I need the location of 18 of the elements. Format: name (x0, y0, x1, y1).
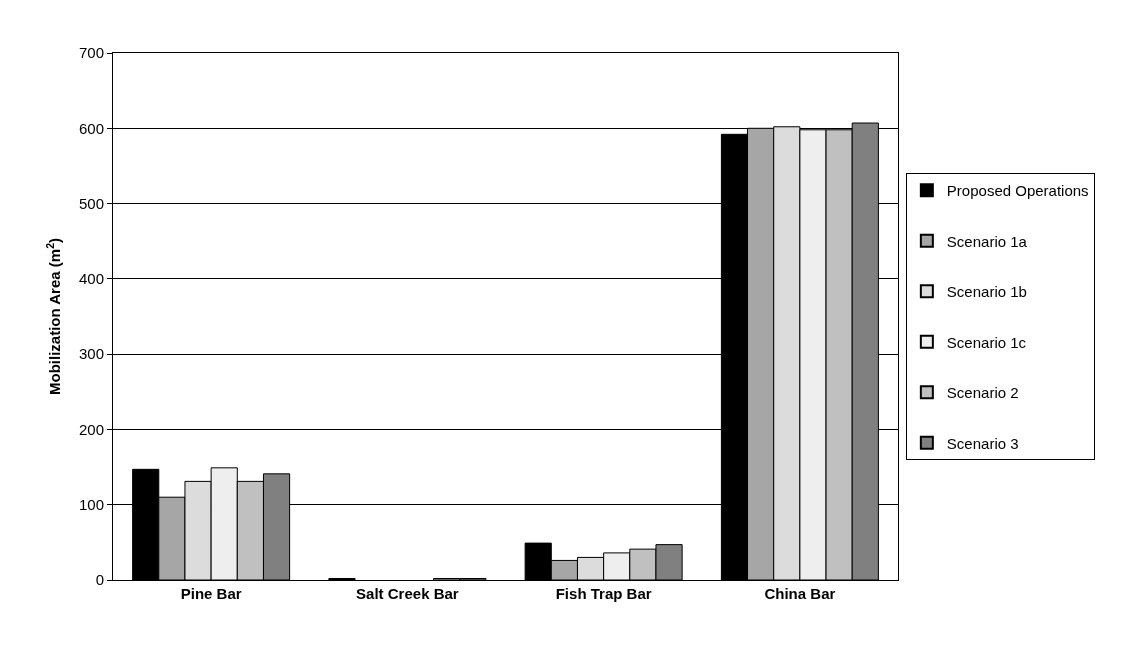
x-tick-label: Pine Bar (180, 585, 242, 602)
y-tick-label: 600 (78, 119, 104, 137)
legend-label: Scenario 1a (946, 232, 1028, 250)
y-tick-label: 700 (78, 44, 104, 62)
legend-label: Scenario 1b (946, 283, 1027, 301)
y-tick-label: 200 (78, 420, 104, 438)
y-tick-label: 400 (78, 270, 104, 288)
legend-label: Scenario 3 (946, 434, 1019, 452)
y-tick-label: 300 (78, 345, 104, 363)
legend-label: Scenario 2 (946, 384, 1019, 402)
y-tick-label: 0 (95, 571, 104, 589)
legend-label: Proposed Operations (946, 182, 1089, 200)
y-tick-label: 500 (78, 194, 104, 212)
y-tick-label: 100 (78, 495, 104, 513)
x-tick-label: China Bar (764, 585, 836, 602)
x-tick-label: Fish Trap Bar (555, 585, 652, 602)
legend-label: Scenario 1c (946, 333, 1027, 351)
x-tick-label: Salt Creek Bar (356, 585, 459, 602)
